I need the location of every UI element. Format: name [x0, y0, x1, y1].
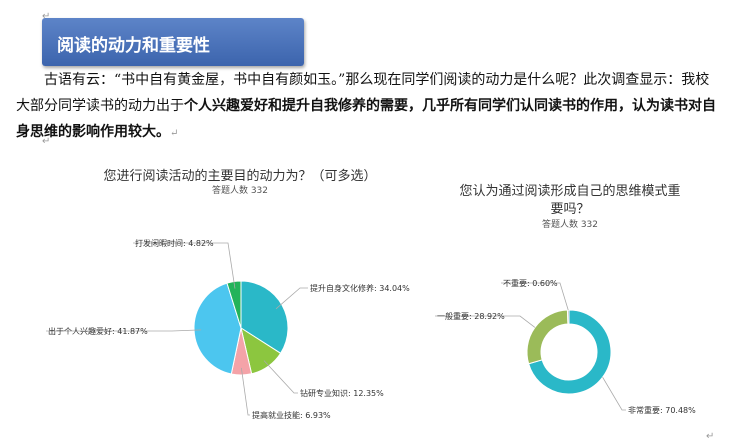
- chart1-data-label-4: 打发闲暇时间: 4.82%: [135, 238, 214, 248]
- chart2-data-label-0: 非常重要: 70.48%: [628, 405, 696, 415]
- paragraph-mark: ↵: [170, 128, 179, 139]
- paragraph-mark: ↵: [706, 431, 715, 442]
- body-paragraph: 古语有云：“书中自有黄金屋，书中自有颜如玉。”那么现在同学们阅读的动力是什么呢？…: [16, 67, 721, 145]
- chart1-title: 您进行阅读活动的主要目的动力为？（可多选）: [103, 169, 377, 184]
- chart2-title-line1: 您认为通过阅读形成自己的思维模式重: [459, 184, 681, 199]
- chart2-slice-0: [528, 309, 612, 395]
- chart2-data-label-2: 不重要: 0.60%: [503, 278, 558, 288]
- chart2-leader-1: [435, 315, 536, 328]
- chart2-title-line2: 要吗？: [550, 202, 590, 217]
- chart1-leader-1: [263, 360, 298, 394]
- chart2-leader-0: [602, 376, 626, 411]
- chart2-slice-2: [566, 309, 570, 325]
- chart2-data-label-1: 一般重要: 28.92%: [437, 311, 505, 321]
- chart1-data-label-3: 出于个人兴趣爱好: 41.87%: [48, 326, 148, 336]
- chart1-subtitle: 答题人数 332: [211, 186, 269, 196]
- section-heading: 阅读的动力和重要性: [57, 36, 210, 56]
- chart1-leader-3: [46, 329, 202, 332]
- chart2-leader-2: [501, 282, 569, 311]
- paragraph-text: 古语有云：“书中自有黄金屋，书中自有颜如玉。”那么现在同学们阅读的动力是什么呢？…: [16, 72, 710, 114]
- chart1-leader-0: [275, 287, 308, 310]
- chart1-data-label-2: 提高就业技能: 6.93%: [252, 410, 331, 420]
- paragraph-mark: ↵: [42, 11, 51, 22]
- chart1-leader-2: [240, 367, 250, 416]
- paragraph-mark: ↵: [42, 136, 51, 147]
- chart1-leader-4: [133, 242, 236, 289]
- paragraph-bold-text: 个人兴趣爱好和提升自我修养的需要，几乎所有同学们认同读书的作用，认为读书对自身思…: [16, 98, 716, 140]
- chart2-slice-1: [526, 309, 569, 365]
- chart1-data-label-0: 提升自身文化修养: 34.04%: [310, 283, 410, 293]
- chart1-data-label-1: 钻研专业知识: 12.35%: [300, 388, 384, 398]
- section-banner: 阅读的动力和重要性: [42, 18, 304, 66]
- chart2-subtitle: 答题人数 332: [541, 220, 599, 230]
